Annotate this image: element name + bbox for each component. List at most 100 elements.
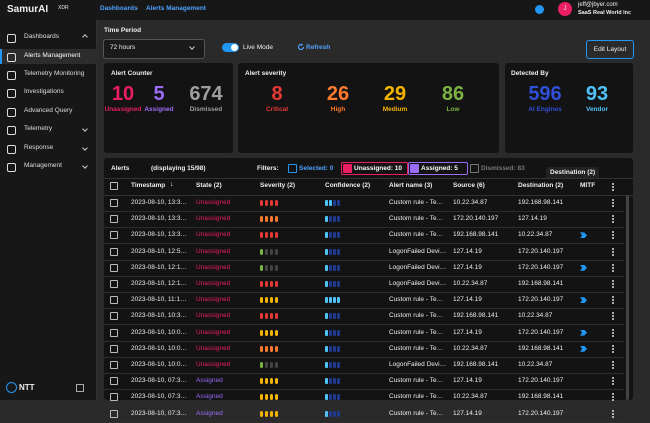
timestamp: 2023-08-10, 07:3… [131,377,187,385]
destination: 10.22.34.87 [518,231,552,239]
breadcrumb: Alerts Management [146,5,206,13]
column-header[interactable]: Severity (2) [260,182,295,190]
refresh[interactable]: Refresh [306,44,330,52]
severity-dot [265,249,268,255]
stat-label: Dismissed [176,106,236,114]
row-checkbox[interactable] [110,361,118,369]
column-header[interactable]: Destination (2) [518,182,563,190]
timestamp: 2023-08-10, 11:1… [131,296,187,304]
row-menu[interactable] [612,348,614,350]
source: 127.14.19 [453,264,482,272]
filter-label[interactable]: Assigned: 5 [421,165,458,173]
confidence-bar [325,297,328,303]
app: SamurAI XDR Dashboards › Alerts Manageme… [0,0,650,400]
timestamp: 2023-08-10, 10:0… [131,361,187,369]
collapse-icon[interactable] [76,384,84,392]
alert-name: Custom rule - Te… [389,312,443,320]
column-header[interactable]: Alert name (3) [389,182,432,190]
avatar[interactable]: J [558,2,572,16]
alert-name: Custom rule - Te… [389,296,443,304]
row-menu[interactable] [612,283,614,285]
nav-icon [7,71,16,80]
nav-item[interactable]: Response [24,144,53,152]
filter-label[interactable]: Dismissed: 83 [481,165,525,173]
row-menu[interactable] [612,202,614,204]
column-header[interactable]: Source (6) [453,182,485,190]
confidence-bar [337,411,340,417]
row-checkbox[interactable] [110,345,118,353]
state: Assigned [196,377,223,385]
state: Unassigned [196,248,230,256]
column-header[interactable]: State (2) [196,182,222,190]
help-icon[interactable] [535,5,544,14]
severity-dot [275,362,278,368]
row-checkbox[interactable] [110,231,118,239]
row-checkbox[interactable] [110,296,118,304]
column-header[interactable]: Confidence (2) [325,182,370,190]
stat-value: 93 [567,83,627,106]
severity-dot [270,346,273,352]
severity-dot [260,200,263,206]
source: 172.20.140.197 [453,215,498,223]
alert-name: Custom rule - Te… [389,410,443,418]
row-checkbox[interactable] [110,215,118,223]
column-header[interactable]: Timestamp [131,182,165,190]
edit-layout[interactable]: Edit Layout [586,40,634,59]
row-checkbox[interactable] [110,264,118,272]
source: 127.14.19 [453,296,482,304]
nav-item[interactable]: Investigations [24,88,64,96]
nav-item[interactable]: Alerts Management [24,52,80,60]
nav-item[interactable]: Dashboards [24,33,59,41]
confidence-bar [325,411,328,417]
row-checkbox[interactable] [110,329,118,337]
state: Unassigned [196,199,230,207]
nav-item[interactable]: Advanced Query [24,107,72,115]
severity-dot [260,394,263,400]
select-all[interactable] [110,182,118,190]
refresh-icon[interactable] [297,43,305,51]
confidence-bar [333,232,336,238]
severity-dot [275,394,278,400]
filters-label: Filters: [257,165,279,173]
source: 127.14.19 [453,410,482,418]
timestamp: 2023-08-10, 10:0… [131,345,187,353]
severity-dot [260,249,263,255]
filter-label[interactable]: Unassigned: 10 [354,165,402,173]
confidence-bar [325,200,328,206]
nav-item[interactable]: Telemetry [24,125,52,133]
severity-dot [270,378,273,384]
row-checkbox[interactable] [110,393,118,401]
row-menu[interactable] [612,364,614,366]
confidence-bar [333,378,336,384]
severity-dot [270,313,273,319]
filter-label[interactable]: Selected: 0 [299,165,333,173]
confidence-bar [329,281,332,287]
stat-label: High [308,106,368,114]
confidence-bar [333,313,336,319]
row-checkbox[interactable] [110,280,118,288]
breadcrumb[interactable]: Dashboards [100,5,138,13]
source: 10.22.34.87 [453,199,487,207]
nav-item[interactable]: Telemetry Monitoring [24,70,84,78]
column-header[interactable]: MITF [580,182,595,190]
row-menu[interactable] [612,332,614,334]
filter-box[interactable] [470,164,479,173]
card-title: Alert Counter [111,70,153,78]
row-checkbox[interactable] [110,377,118,385]
row-checkbox[interactable] [110,248,118,256]
confidence-bar [325,232,328,238]
filter-box[interactable] [288,164,297,173]
column-menu[interactable] [612,186,614,188]
row-menu[interactable] [612,251,614,253]
source: 10.22.34.87 [453,393,487,401]
alert-name: LogonFailed Devi… [389,280,446,288]
timestamp: 2023-08-10, 10:0… [131,329,187,337]
severity-dot [275,346,278,352]
row-menu[interactable] [612,413,614,415]
nav-item[interactable]: Management [24,162,62,170]
row-checkbox[interactable] [110,410,118,418]
row-checkbox[interactable] [110,199,118,207]
row-menu[interactable] [612,267,614,269]
row-checkbox[interactable] [110,312,118,320]
confidence-bar [329,232,332,238]
